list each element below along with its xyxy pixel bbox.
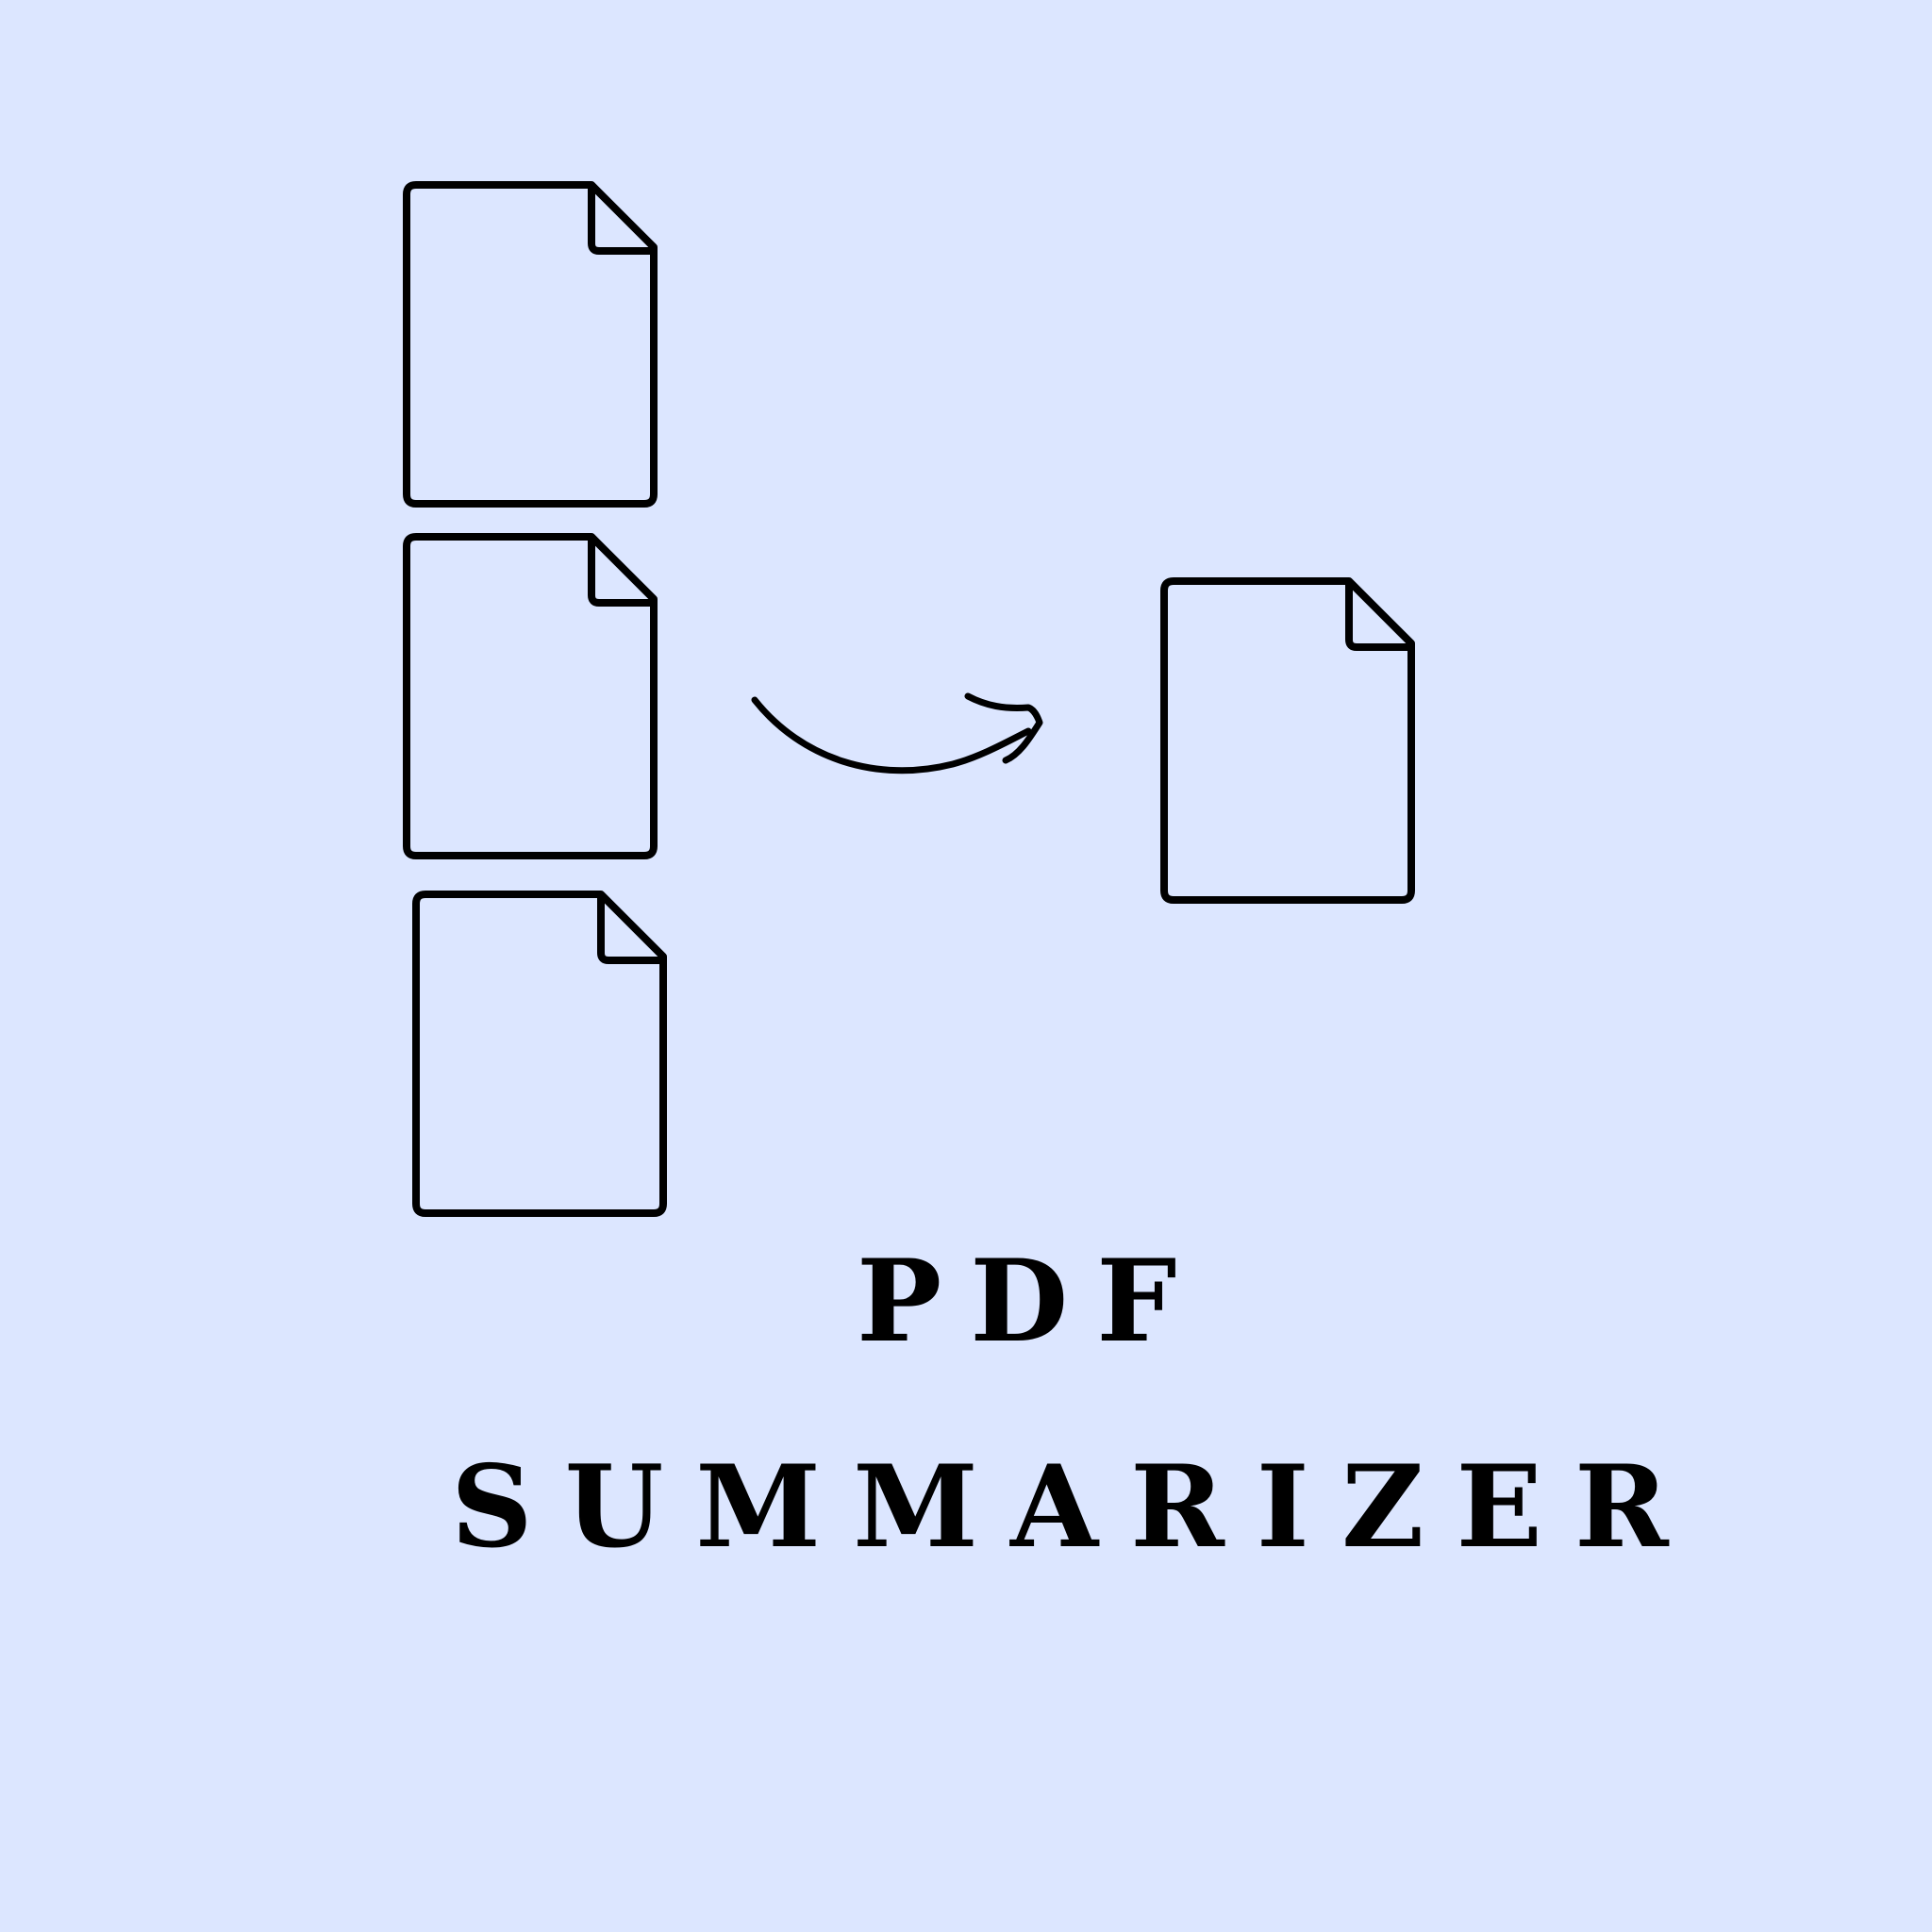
document-icon-graphic: [403, 181, 658, 508]
curved-arrow-graphic: [751, 692, 1043, 774]
title-line-2: SUMMARIZER: [451, 1441, 1701, 1574]
document-icon-graphic: [1160, 577, 1415, 904]
document-icon: [403, 181, 658, 508]
document-icon: [1160, 577, 1415, 904]
title-line-1: PDF: [857, 1235, 1206, 1368]
document-icon: [412, 891, 667, 1217]
curved-arrow-icon: [745, 689, 1047, 783]
document-icon-graphic: [412, 891, 667, 1217]
document-icon-graphic: [403, 533, 658, 859]
document-icon: [403, 533, 658, 859]
